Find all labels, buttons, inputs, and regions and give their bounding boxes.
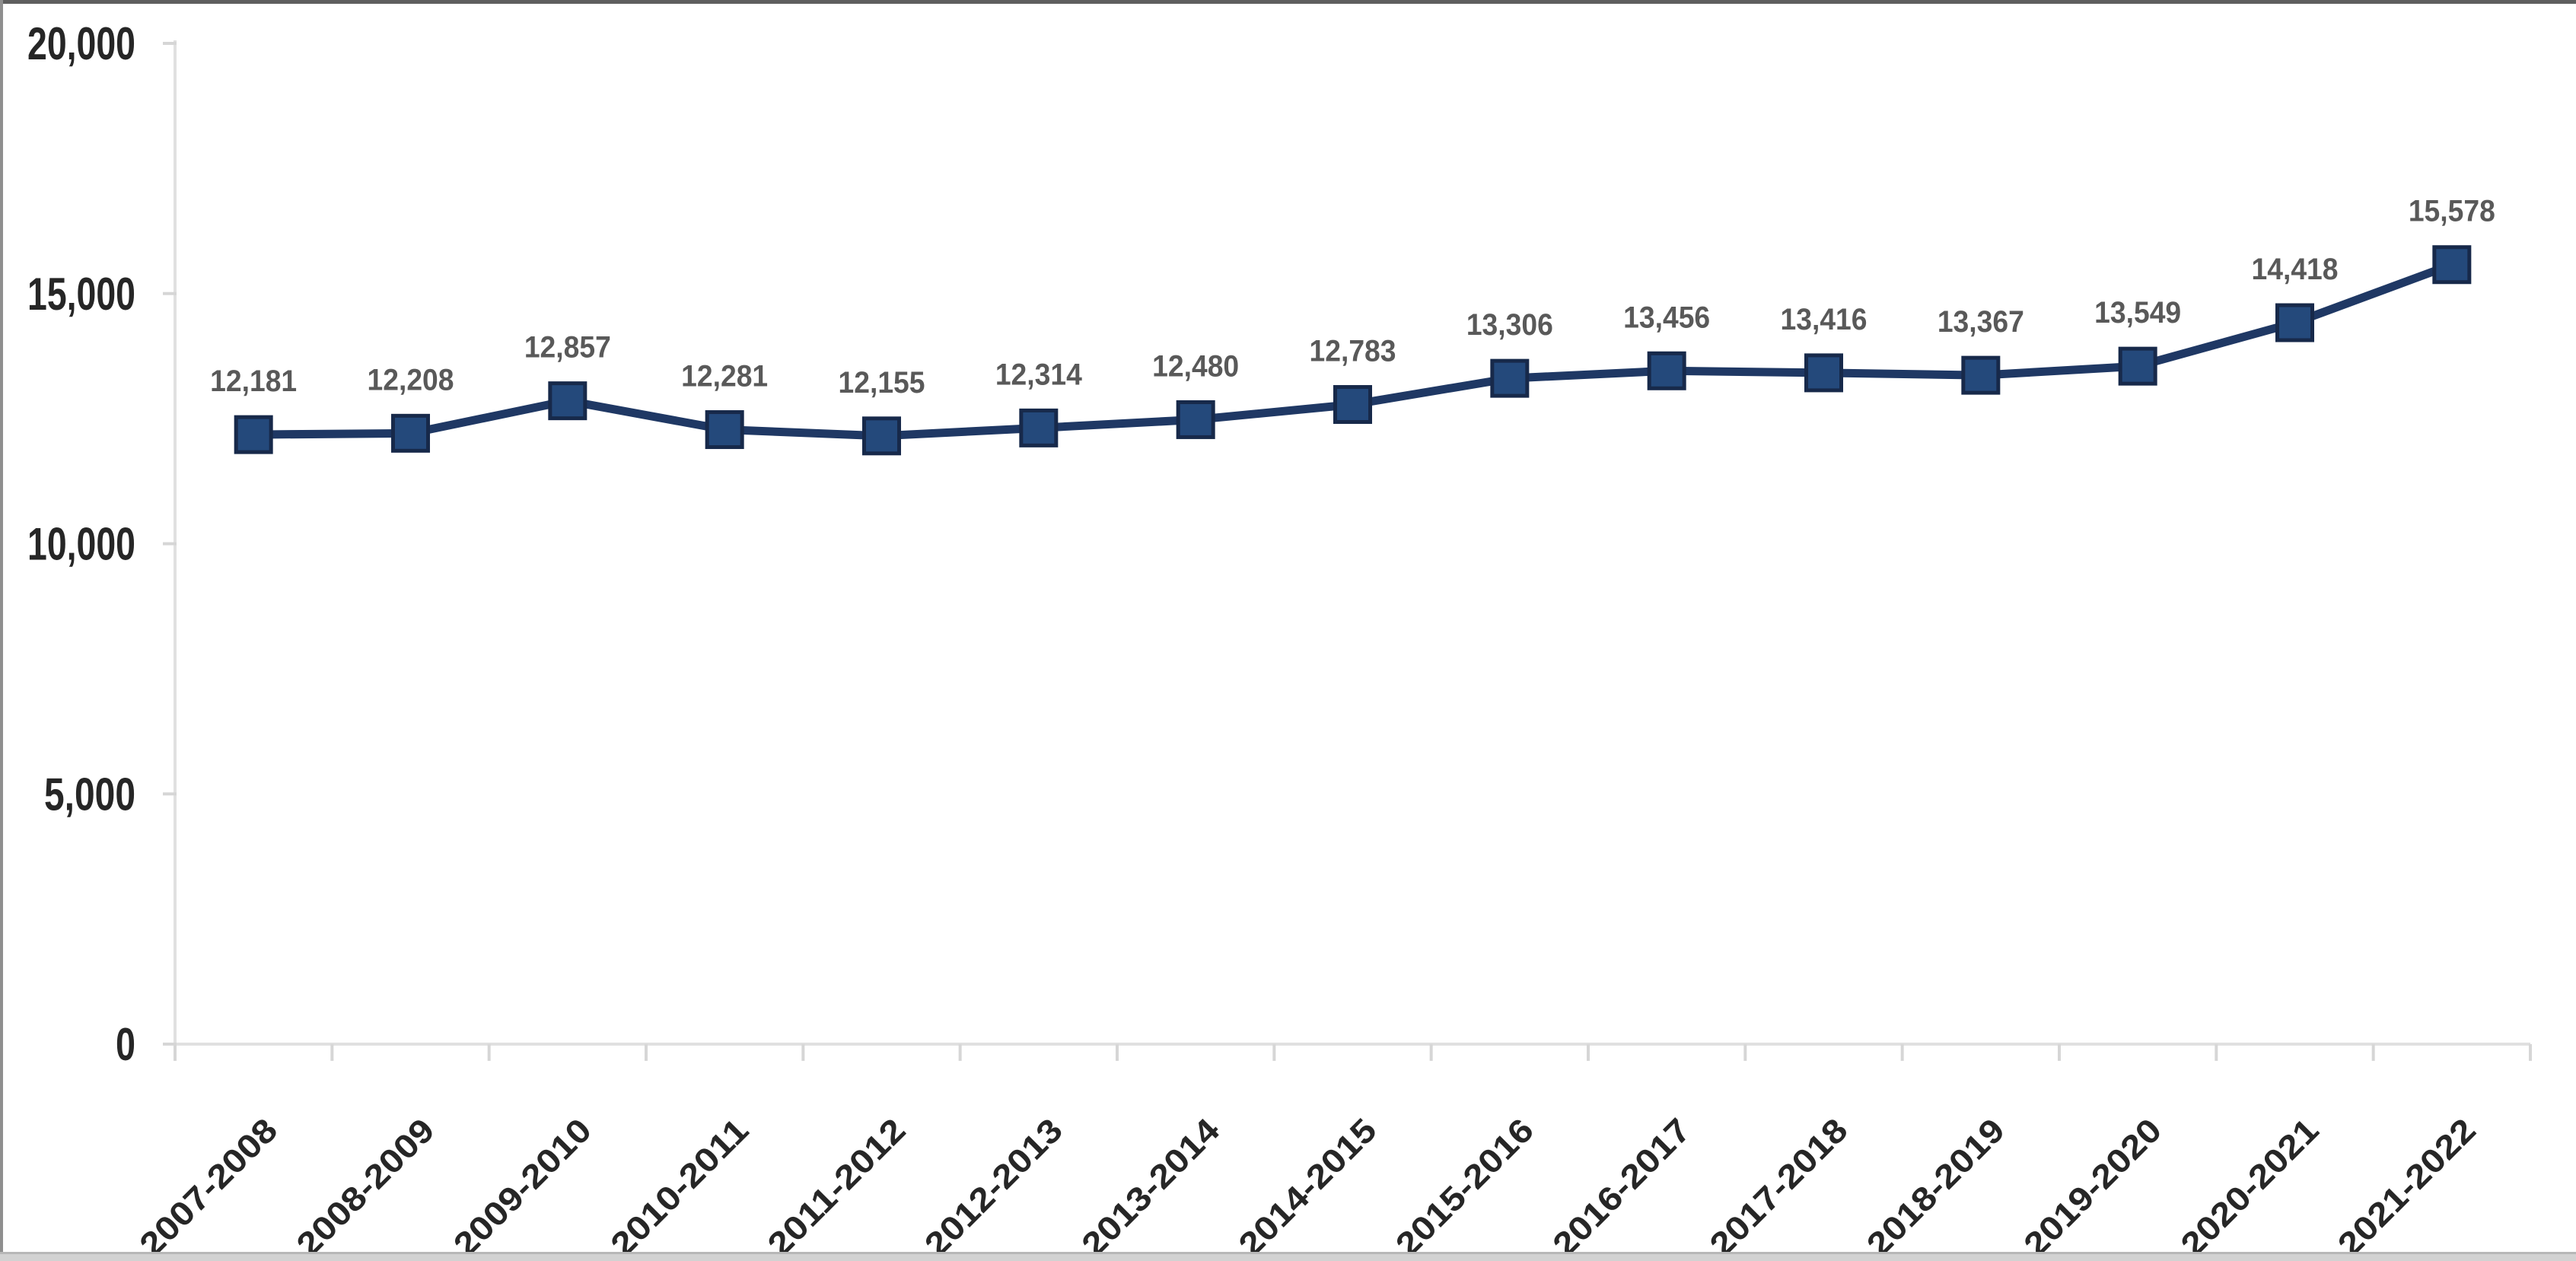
x-axis-category-label: 2010-2011	[603, 1111, 756, 1261]
data-point-label: 13,456	[1623, 301, 1710, 334]
data-point-label: 12,181	[210, 365, 297, 398]
figure-top-border	[0, 0, 2576, 4]
y-axis-tick-label: 0	[116, 1019, 135, 1070]
x-axis-category-label: 2009-2010	[447, 1111, 599, 1261]
data-point-label: 13,549	[2094, 296, 2181, 330]
data-point-marker	[705, 410, 744, 450]
x-axis-category-label: 2017-2018	[1702, 1111, 1855, 1261]
data-point-label: 15,578	[2409, 195, 2495, 228]
x-axis-category-label: 2021-2022	[2331, 1111, 2483, 1261]
data-point-marker	[1804, 353, 1843, 393]
data-point-marker	[1961, 355, 2001, 395]
data-point-marker	[1647, 351, 1686, 390]
x-axis-category-label: 2014-2015	[1231, 1111, 1384, 1261]
data-point-label: 12,480	[1152, 349, 1239, 383]
data-point-marker	[391, 413, 430, 453]
data-point-label: 14,418	[2252, 253, 2339, 286]
data-point-label: 12,857	[524, 331, 611, 365]
y-axis-tick-label: 5,000	[44, 769, 135, 820]
x-axis-category-label: 2015-2016	[1389, 1111, 1541, 1261]
x-axis-category-label: 2007-2008	[132, 1111, 285, 1261]
data-point-marker	[2432, 245, 2472, 285]
data-point-label: 13,367	[1938, 305, 2024, 339]
data-point-label: 12,783	[1310, 335, 1396, 368]
data-point-marker	[2275, 303, 2314, 342]
data-point-label: 12,281	[681, 360, 768, 393]
x-axis-category-label: 2008-2009	[289, 1111, 441, 1261]
data-point-label: 12,155	[839, 366, 925, 400]
x-axis-category-label: 2019-2020	[2017, 1111, 2169, 1261]
data-point-label: 12,208	[368, 363, 454, 396]
y-axis-tick-label: 15,000	[27, 269, 135, 320]
data-point-marker	[1333, 385, 1372, 425]
data-point-marker	[234, 415, 273, 454]
data-point-marker	[548, 381, 587, 421]
data-point-marker	[2118, 346, 2157, 386]
x-axis-category-label: 2011-2012	[760, 1111, 912, 1261]
data-point-label: 12,314	[995, 358, 1083, 391]
x-axis-category-label: 2013-2014	[1075, 1111, 1228, 1261]
data-point-marker	[1490, 358, 1530, 398]
figure-left-border	[0, 0, 3, 1261]
x-axis-category-label: 2018-2019	[1860, 1111, 2012, 1261]
data-point-marker	[1019, 408, 1059, 447]
x-axis-category-label: 2016-2017	[1546, 1111, 1698, 1261]
x-axis-category-label: 2020-2021	[2173, 1111, 2326, 1261]
x-axis-category-label: 2012-2013	[918, 1111, 1070, 1261]
data-point-marker	[1176, 400, 1215, 439]
data-point-label: 13,416	[1781, 303, 1868, 336]
figure-bottom-strip	[0, 1252, 2576, 1261]
y-axis-tick-label: 20,000	[27, 18, 135, 69]
data-point-marker	[862, 416, 901, 456]
y-axis-tick-label: 10,000	[27, 519, 135, 570]
data-point-label: 13,306	[1466, 308, 1553, 342]
